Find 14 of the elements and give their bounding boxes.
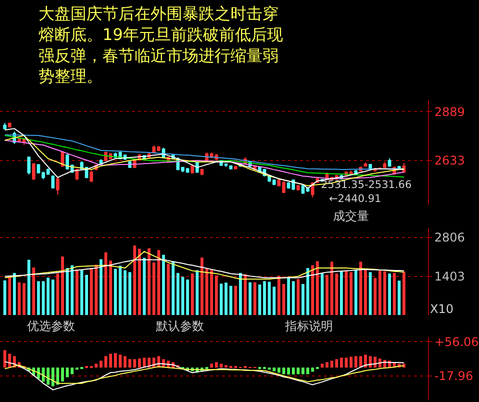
annotation: ←2440.91 [329, 193, 382, 205]
y-tick-label: 2889 [434, 104, 465, 119]
annotation: 2531.35-2531.66 [321, 179, 412, 191]
y-tick-label: 2806 [434, 230, 465, 245]
y-tick-label: 1403 [434, 269, 465, 284]
text: 优选参数 [27, 319, 75, 333]
text: X10 [430, 302, 454, 316]
y-tick-label: 2633 [434, 154, 465, 168]
chart-title: 大盘国庆节后在外围暴跌之时击穿熔断底。19年元旦前跌破前低后现强反弹，春节临近市场进行缩量弱势整理。 [38, 4, 283, 86]
y-tick-label: -17.96 [434, 369, 474, 384]
text: 成交量 [333, 209, 369, 223]
y-tick-label: +56.06 [434, 334, 479, 349]
text: 默认参数 [155, 319, 204, 333]
text: 指标说明 [284, 319, 333, 333]
